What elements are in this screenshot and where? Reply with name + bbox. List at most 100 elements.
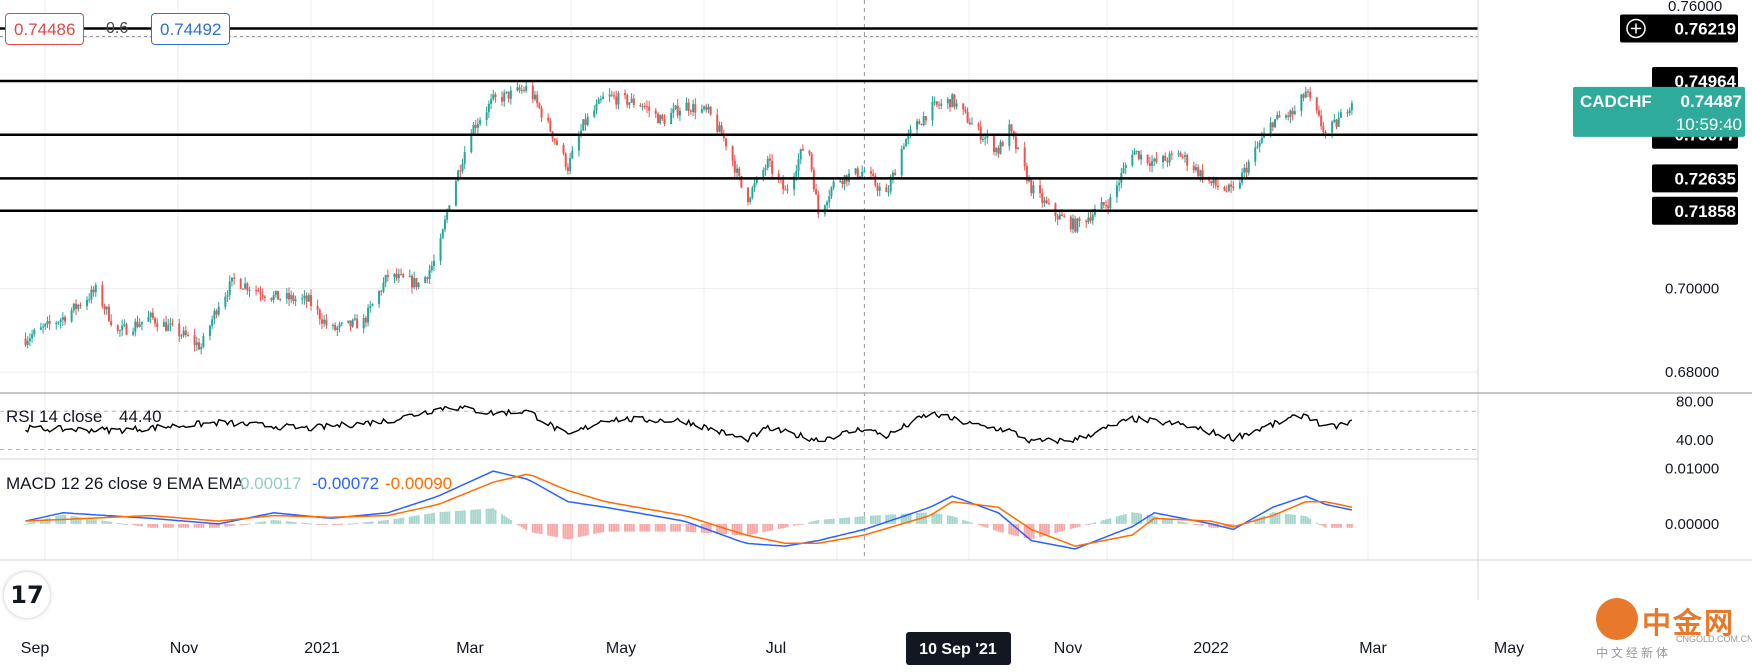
- macd-hist-bar-409: [1278, 513, 1281, 524]
- candle-body-1: [26, 341, 29, 345]
- macd-hist-bar-388: [1214, 523, 1217, 528]
- bid-price[interactable]: 0.74486: [5, 13, 85, 45]
- macd-hist-bar-360: [1131, 512, 1134, 524]
- macd-hist-bar-3: [31, 522, 34, 524]
- ask-price[interactable]: 0.74492: [151, 13, 231, 45]
- macd-hist-bar-187: [597, 523, 600, 534]
- macd-hist-bar-300: [946, 515, 949, 524]
- macd-hist-bar-47: [167, 523, 170, 528]
- macd-hist-bar-407: [1274, 512, 1277, 524]
- macd-hist-bar-194: [617, 523, 620, 532]
- time-tick-7: 2022: [1193, 640, 1229, 657]
- candle-body-146: [472, 124, 475, 136]
- watermark-logo-icon: [1596, 598, 1638, 640]
- candle-body-197: [628, 102, 631, 105]
- candle-body-239: [755, 177, 758, 183]
- candle-body-275: [869, 171, 872, 174]
- candle-body-289: [909, 129, 912, 134]
- macd-hist-bar-91: [303, 522, 306, 524]
- macd-hist-bar-332: [1043, 523, 1046, 536]
- candle-body-108: [353, 318, 356, 320]
- candle-body-424: [1324, 132, 1327, 134]
- candle-body-214: [678, 110, 681, 116]
- macd-hist-bar-101: [334, 523, 337, 526]
- candle-body-426: [1333, 119, 1336, 122]
- candle-body-28: [107, 306, 110, 321]
- macd-hist-bar-380: [1192, 523, 1195, 525]
- macd-hist-bar-355: [1115, 516, 1118, 524]
- candle-body-109: [356, 318, 359, 329]
- candle-body-382: [1197, 167, 1200, 177]
- macd-hist-bar-198: [630, 523, 633, 532]
- macd-hist-bar-260: [823, 519, 826, 524]
- candle-body-185: [593, 110, 596, 117]
- macd-hist-bar-94: [309, 523, 312, 525]
- candle-body-133: [430, 265, 433, 271]
- candle-body-80: [270, 297, 273, 301]
- macd-hist-bar-16: [72, 516, 75, 524]
- candle-body-22: [90, 289, 93, 300]
- candle-body-304: [955, 103, 958, 107]
- candle-body-88: [292, 295, 295, 302]
- macd-hist-bar-239: [755, 523, 758, 534]
- candle-body-248: [784, 189, 787, 191]
- candle-body-381: [1194, 167, 1197, 171]
- candle-body-342: [1074, 218, 1077, 232]
- candle-body-353: [1107, 205, 1110, 209]
- macd-hist-bar-390: [1223, 523, 1226, 528]
- macd-hist-bar-186: [595, 523, 598, 534]
- candle-body-251: [795, 171, 798, 177]
- candle-body-287: [905, 138, 908, 147]
- macd-hist-bar-123: [400, 517, 403, 524]
- macd-hist-bar-238: [753, 523, 756, 534]
- macd-hist-bar-289: [909, 513, 912, 524]
- macd-hist-bar-165: [531, 523, 534, 533]
- macd-hist-bar-368: [1153, 516, 1156, 524]
- candle-body-383: [1199, 170, 1202, 177]
- macd-hist-bar-423: [1322, 523, 1325, 527]
- candle-body-346: [1087, 217, 1090, 223]
- candle-body-180: [577, 135, 580, 151]
- tradingview-logo[interactable]: 17: [4, 572, 50, 618]
- macd-hist-bar-188: [599, 523, 602, 533]
- macd-hist-bar-58: [200, 523, 203, 528]
- macd-hist-bar-431: [1348, 523, 1351, 528]
- macd-hist-bar-170: [547, 523, 550, 536]
- macd-hist-bar-394: [1232, 523, 1235, 528]
- macd-hist-bar-251: [795, 523, 798, 526]
- candle-body-309: [970, 123, 973, 125]
- macd-hist-bar-106: [349, 523, 352, 525]
- macd-hist-bar-268: [845, 517, 848, 524]
- macd-hist-bar-328: [1030, 523, 1033, 540]
- candle-body-364: [1140, 154, 1143, 160]
- candle-body-65: [224, 296, 227, 307]
- candle-body-431: [1348, 110, 1351, 113]
- macd-hist-bar-256: [810, 521, 813, 524]
- macd-hist-bar-371: [1164, 518, 1167, 524]
- candle-body-35: [132, 331, 135, 335]
- macd-hist-bar-73: [246, 523, 249, 525]
- macd-hist-bar-127: [413, 515, 416, 524]
- macd-hist-bar-110: [362, 522, 365, 524]
- symbol-tag-name: CADCHF: [1580, 92, 1652, 111]
- macd-hist-bar-318: [999, 523, 1002, 533]
- macd-value: -0.00072: [312, 474, 379, 493]
- candle-body-264: [832, 181, 835, 188]
- hline-label-4: 0.71858: [1675, 202, 1736, 221]
- candle-body-233: [738, 168, 741, 177]
- candle-body-100: [331, 325, 334, 327]
- macd-hist-bar-375: [1177, 521, 1180, 524]
- macd-hist-bar-45: [162, 523, 165, 528]
- candle-body-221: [703, 106, 706, 110]
- candle-body-354: [1109, 197, 1112, 209]
- candle-body-401: [1256, 146, 1259, 148]
- macd-hist-bar-347: [1089, 523, 1092, 525]
- macd-hist-bar-118: [384, 520, 387, 524]
- macd-hist-bar-132: [428, 513, 431, 524]
- candle-body-318: [999, 142, 1002, 154]
- macd-hist-bar-225: [716, 523, 719, 534]
- macd-hist-bar-321: [1010, 523, 1013, 535]
- candle-body-32: [121, 325, 124, 331]
- candle-body-193: [615, 96, 618, 105]
